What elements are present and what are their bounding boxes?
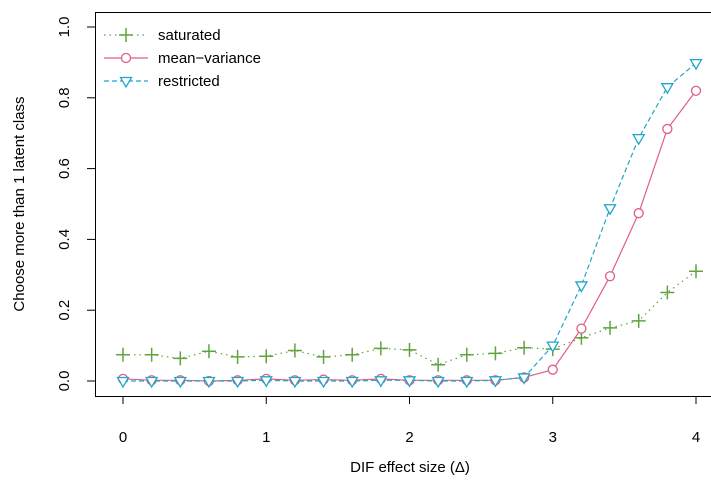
- x-tick-label: 0: [119, 429, 127, 446]
- data-point: [488, 346, 503, 361]
- legend-label: saturated: [158, 27, 221, 44]
- series-layer: [116, 58, 703, 389]
- data-point: [689, 264, 703, 279]
- data-point: [603, 204, 617, 216]
- y-tick-label: 1.0: [56, 17, 73, 38]
- data-point: [116, 376, 130, 389]
- x-tick-label: 4: [692, 429, 700, 446]
- y-tick-label: 0.4: [56, 229, 73, 250]
- legend-marker: [120, 52, 132, 64]
- plot-area-box: [95, 12, 711, 397]
- series-0: [116, 264, 703, 372]
- data-point: [259, 376, 273, 388]
- data-point: [230, 349, 245, 364]
- data-point: [201, 344, 216, 359]
- data-point: [460, 376, 474, 389]
- data-point: [517, 340, 532, 355]
- series-line: [122, 90, 697, 382]
- y-tick-label: 0.8: [56, 87, 73, 108]
- data-point: [373, 341, 388, 356]
- data-point: [316, 349, 331, 364]
- data-point: [316, 376, 331, 389]
- data-point: [145, 376, 159, 389]
- data-point: [662, 123, 673, 135]
- series-2: [116, 58, 703, 389]
- data-point: [402, 342, 417, 357]
- data-point: [345, 376, 359, 389]
- series-line: [123, 270, 697, 366]
- data-point: [517, 373, 531, 385]
- legend: saturated mean−variance restricted: [104, 27, 261, 90]
- data-point: [604, 271, 616, 282]
- data-point: [603, 320, 618, 335]
- legend-label: restricted: [158, 73, 220, 90]
- legend-label: mean−variance: [158, 50, 261, 67]
- data-point: [660, 285, 675, 300]
- data-point: [576, 323, 587, 334]
- data-point: [345, 347, 360, 362]
- data-point: [690, 85, 702, 96]
- data-point: [259, 349, 274, 364]
- data-point: [546, 341, 560, 353]
- data-point: [287, 343, 302, 358]
- series-1: [117, 85, 702, 387]
- data-point: [633, 208, 644, 219]
- data-point: [374, 376, 388, 388]
- y-tick-label: 0.2: [56, 300, 73, 321]
- data-point: [488, 376, 503, 388]
- x-axis-title: DIF effect size (Δ): [350, 459, 470, 476]
- data-point: [288, 376, 302, 389]
- data-point: [402, 376, 417, 388]
- data-point: [689, 58, 703, 71]
- data-point: [547, 364, 558, 375]
- x-tick-label: 2: [405, 429, 413, 446]
- data-point: [144, 347, 159, 362]
- data-point: [116, 347, 130, 362]
- legend-marker: [119, 76, 133, 89]
- x-tick-label: 3: [549, 429, 557, 446]
- data-point: [230, 376, 245, 389]
- data-point: [202, 376, 216, 389]
- data-point: [173, 351, 188, 366]
- y-tick-label: 0.6: [56, 158, 73, 179]
- y-axis: 0.0 0.2 0.4 0.6 0.8 1.0: [56, 17, 96, 392]
- data-point: [632, 134, 646, 146]
- legend-marker: [119, 28, 133, 42]
- data-point: [173, 376, 187, 389]
- y-axis-title: Choose more than 1 latent class: [11, 96, 28, 311]
- data-point: [431, 376, 445, 389]
- data-point: [574, 281, 589, 293]
- data-point: [660, 83, 674, 95]
- x-tick-label: 1: [262, 429, 270, 446]
- data-point: [431, 357, 446, 372]
- data-point: [459, 347, 474, 362]
- x-axis: 0 1 2 3 4: [119, 396, 700, 446]
- y-tick-label: 0.0: [56, 371, 73, 392]
- data-point: [631, 313, 646, 328]
